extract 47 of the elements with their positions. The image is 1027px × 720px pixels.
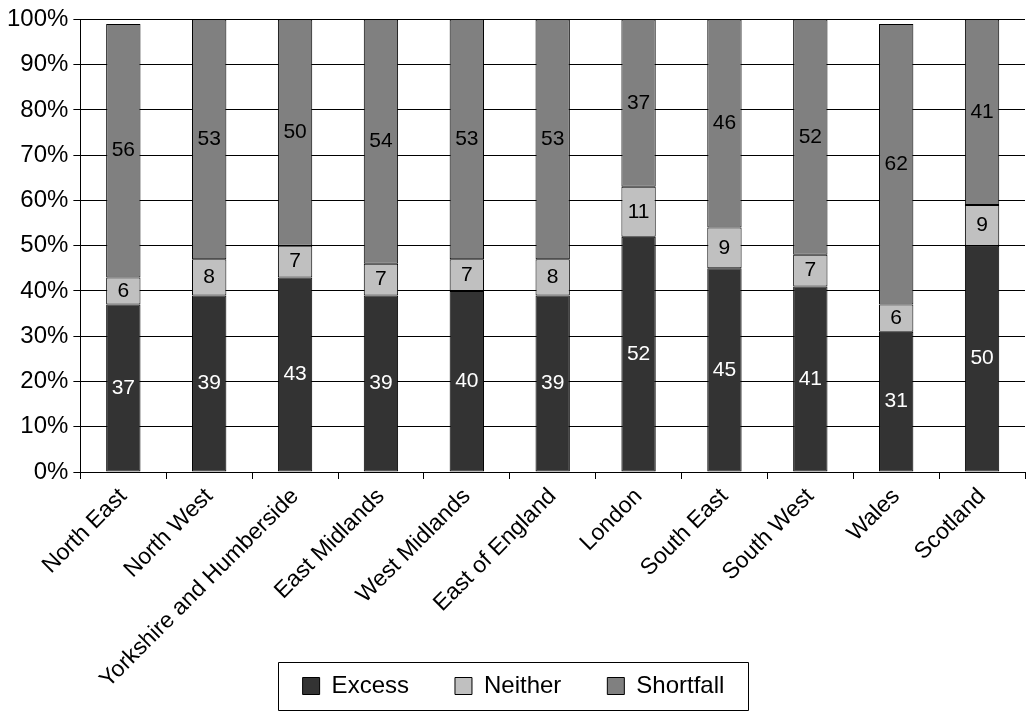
data-label: 7 [375,266,387,290]
data-label: 37 [626,89,651,113]
data-label: 8 [203,264,216,288]
y-tick-label: 30% [20,320,69,348]
data-label: 43 [283,361,307,385]
y-tick-label: 70% [20,139,69,167]
legend-label: Excess [331,670,409,698]
data-label: 62 [884,151,908,175]
data-label: 53 [541,126,565,150]
y-tick-label: 10% [20,411,69,439]
data-label: 6 [117,277,130,301]
data-label: 46 [712,110,737,134]
legend-label: Neither [483,670,562,698]
y-tick-label: 80% [20,94,69,122]
data-label: 31 [884,388,908,412]
data-label: 8 [546,264,559,288]
data-label: 39 [369,370,393,394]
data-label: 37 [111,374,135,398]
data-label: 7 [289,248,301,272]
data-label: 50 [283,119,307,143]
data-label: 11 [627,198,650,222]
data-label: 6 [890,304,903,328]
data-label: 7 [460,261,473,285]
data-label: 9 [718,234,731,258]
data-label: 56 [111,137,135,161]
data-label: 45 [712,356,737,380]
y-tick-label: 40% [20,275,69,303]
data-label: 54 [369,128,393,152]
legend-label: Shortfall [636,670,725,698]
y-tick-label: 90% [20,49,69,77]
y-tick-label: 50% [20,230,69,258]
data-label: 52 [626,340,651,364]
data-label: 39 [541,370,565,394]
data-label: 40 [455,368,479,392]
data-label: 41 [970,98,994,122]
data-label: 41 [798,365,822,389]
data-label: 39 [197,370,221,394]
data-label: 50 [970,345,994,369]
y-tick-label: 60% [20,185,69,213]
data-label: 9 [976,212,988,236]
y-tick-label: 0% [33,456,69,484]
y-tick-label: 100% [6,4,69,32]
data-label: 53 [455,126,479,150]
data-label: 52 [798,123,822,147]
data-label: 53 [197,126,221,150]
y-tick-label: 20% [20,366,69,394]
data-label: 7 [804,257,817,281]
